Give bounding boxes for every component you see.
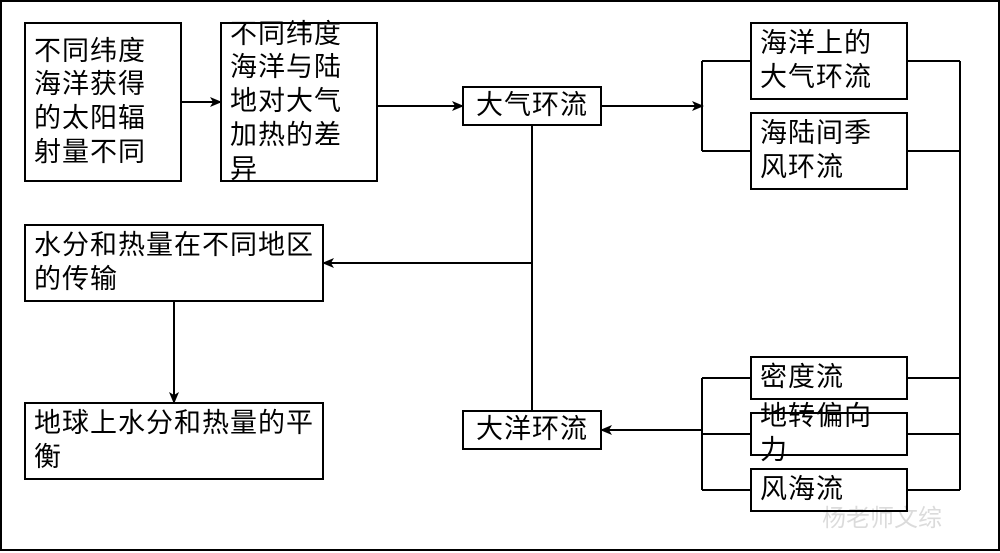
node-monsoon-circ: 海陆间季风环流 xyxy=(750,112,908,190)
node-wind-current: 风海流 xyxy=(750,468,908,512)
node-label: 大洋环流 xyxy=(476,413,588,447)
node-label: 海陆间季风环流 xyxy=(760,117,898,185)
node-label: 不同纬度海洋与陆地对大气加热的差异 xyxy=(230,18,368,187)
node-label: 地球上水分和热量的平衡 xyxy=(34,407,314,475)
node-density-current: 密度流 xyxy=(750,356,908,400)
node-heat-moisture-transport: 水分和热量在不同地区的传输 xyxy=(24,224,324,302)
flowchart-canvas: 不同纬度海洋获得的太阳辐射量不同 不同纬度海洋与陆地对大气加热的差异 大气环流 … xyxy=(0,0,1000,551)
node-label: 水分和热量在不同地区的传输 xyxy=(34,229,314,297)
node-ocean-atmos-circ: 海洋上的大气环流 xyxy=(750,22,908,100)
node-label: 大气环流 xyxy=(476,89,588,123)
node-label: 地转偏向力 xyxy=(760,400,898,468)
node-label: 不同纬度海洋获得的太阳辐射量不同 xyxy=(34,35,172,170)
node-ocean-land-heating: 不同纬度海洋与陆地对大气加热的差异 xyxy=(220,22,378,182)
node-label: 风海流 xyxy=(760,473,844,507)
node-solar-radiation: 不同纬度海洋获得的太阳辐射量不同 xyxy=(24,22,182,182)
node-earth-balance: 地球上水分和热量的平衡 xyxy=(24,402,324,480)
node-label: 密度流 xyxy=(760,361,844,395)
node-ocean-circulation: 大洋环流 xyxy=(462,410,602,450)
node-label: 海洋上的大气环流 xyxy=(760,27,898,95)
node-atmos-circulation: 大气环流 xyxy=(462,86,602,126)
node-coriolis: 地转偏向力 xyxy=(750,412,908,456)
